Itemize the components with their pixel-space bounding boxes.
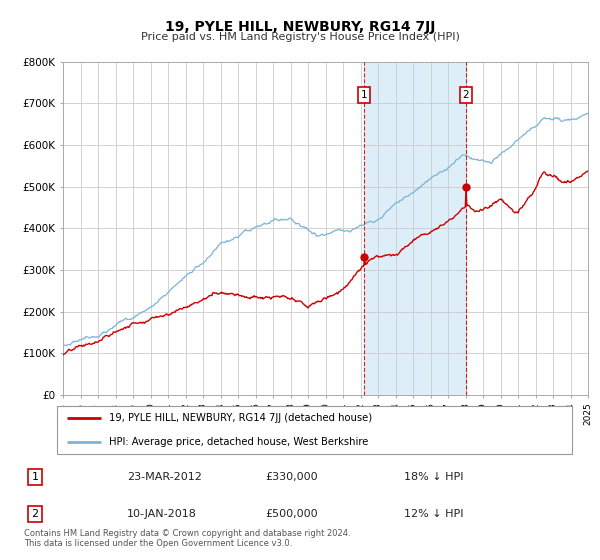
Text: HPI: Average price, detached house, West Berkshire: HPI: Average price, detached house, West… [109,437,368,447]
Text: Contains HM Land Registry data © Crown copyright and database right 2024.: Contains HM Land Registry data © Crown c… [24,529,350,538]
Text: £330,000: £330,000 [265,472,318,482]
Text: This data is licensed under the Open Government Licence v3.0.: This data is licensed under the Open Gov… [24,539,292,548]
Text: £500,000: £500,000 [265,509,318,519]
Text: 1: 1 [361,90,368,100]
Bar [364,62,466,395]
FancyBboxPatch shape [56,407,572,454]
Text: Price paid vs. HM Land Registry's House Price Index (HPI): Price paid vs. HM Land Registry's House … [140,32,460,42]
Text: 12% ↓ HPI: 12% ↓ HPI [404,509,463,519]
Text: 2: 2 [31,509,38,519]
Text: 10-JAN-2018: 10-JAN-2018 [127,509,197,519]
Text: 23-MAR-2012: 23-MAR-2012 [127,472,202,482]
Text: 19, PYLE HILL, NEWBURY, RG14 7JJ (detached house): 19, PYLE HILL, NEWBURY, RG14 7JJ (detach… [109,413,372,423]
Text: 2: 2 [463,90,469,100]
Text: 1: 1 [32,472,38,482]
Text: 19, PYLE HILL, NEWBURY, RG14 7JJ: 19, PYLE HILL, NEWBURY, RG14 7JJ [165,20,435,34]
Text: 18% ↓ HPI: 18% ↓ HPI [404,472,463,482]
